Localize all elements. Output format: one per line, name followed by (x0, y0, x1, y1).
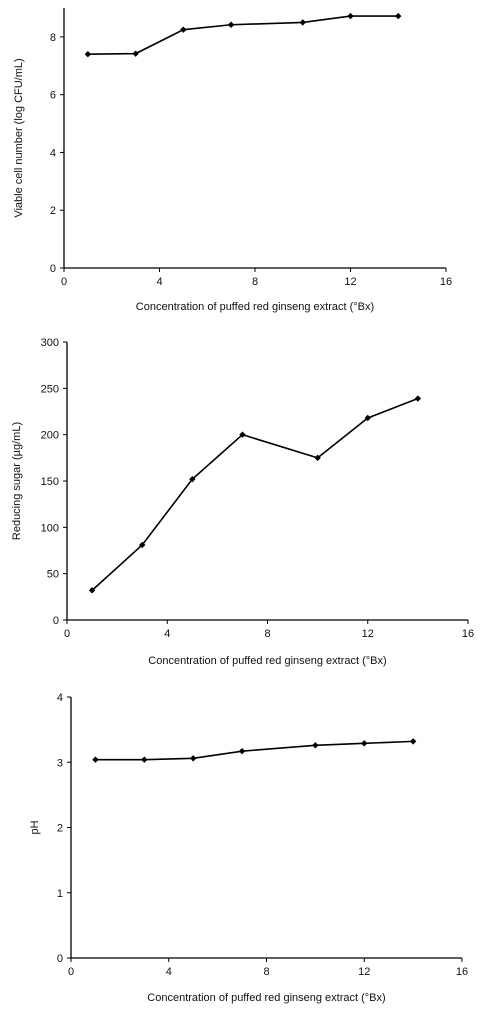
y-tick-label: 2 (50, 205, 56, 217)
y-tick-label: 200 (41, 430, 59, 442)
series-line (91, 397, 419, 591)
y-tick-label: 0 (50, 263, 56, 275)
x-tick-label: 16 (456, 966, 468, 978)
x-axis-title-reducing-sugar: Concentration of puffed red ginseng extr… (148, 655, 386, 667)
data-point (180, 26, 187, 33)
y-tick-label: 0 (57, 953, 63, 965)
y-tick-label: 6 (50, 90, 56, 102)
data-point (314, 454, 321, 462)
plot-area-reducing-sugar (88, 395, 422, 594)
data-point (227, 21, 235, 28)
x-tick-label: 4 (156, 276, 162, 288)
y-axis-title-ph: pH (29, 820, 41, 834)
y-tick-label: 4 (50, 147, 56, 159)
x-tick-label: 12 (362, 628, 374, 640)
series-line (87, 15, 399, 56)
plot-area-ph (92, 738, 417, 763)
plot-area-viable-cell (84, 12, 402, 58)
data-point (299, 19, 306, 26)
data-point (312, 742, 319, 749)
data-point (239, 431, 246, 438)
chart-reducing-sugar: 0 50 100 150 200 250 300 0 4 8 12 16 Concentration… (11, 337, 474, 667)
y-ticks-viable-cell: 0 2 4 6 8 (50, 32, 64, 275)
x-axis-title-ph: Concentration of puffed red ginseng extr… (147, 992, 385, 1004)
x-tick-label: 8 (252, 276, 258, 288)
x-tick-label: 0 (68, 966, 74, 978)
x-ticks-ph: 0 4 8 12 16 (68, 958, 468, 978)
y-tick-label: 8 (50, 32, 56, 44)
data-point (138, 541, 146, 549)
data-point (409, 738, 417, 745)
y-tick-label: 0 (53, 615, 59, 627)
data-point (132, 50, 139, 57)
y-tick-label: 1 (57, 888, 63, 900)
data-point (189, 475, 196, 483)
x-tick-label: 0 (61, 276, 67, 288)
y-ticks-ph: 0 1 2 3 4 (57, 692, 71, 965)
x-tick-label: 8 (264, 628, 270, 640)
x-tick-label: 16 (440, 276, 452, 288)
y-tick-label: 2 (57, 823, 63, 835)
x-tick-label: 4 (166, 966, 172, 978)
x-ticks-viable-cell: 0 4 8 12 16 (61, 268, 452, 288)
data-point (92, 756, 99, 763)
data-point (395, 12, 402, 20)
y-axis-title-viable-cell: Viable cell number (log CFU/mL) (13, 58, 25, 217)
y-ticks-reducing-sugar: 0 50 100 150 200 250 300 (41, 337, 67, 627)
data-point (364, 414, 371, 422)
y-tick-label: 50 (47, 569, 59, 581)
x-tick-label: 0 (64, 628, 70, 640)
x-tick-label: 16 (462, 628, 474, 640)
x-tick-label: 12 (344, 276, 356, 288)
x-tick-label: 4 (164, 628, 170, 640)
y-tick-label: 300 (41, 337, 59, 349)
data-point (414, 395, 422, 402)
data-point (361, 740, 368, 747)
x-ticks-reducing-sugar: 0 4 8 12 16 (64, 620, 474, 640)
y-axis-title-reducing-sugar: Reducing sugar (µg/mL) (11, 422, 23, 540)
data-point (189, 755, 197, 762)
x-tick-label: 8 (263, 966, 269, 978)
y-tick-label: 100 (41, 522, 59, 534)
data-point (347, 12, 354, 20)
y-tick-label: 4 (57, 692, 63, 704)
data-point (88, 587, 96, 594)
x-axis-title-viable-cell: Concentration of puffed red ginseng extr… (136, 301, 374, 313)
y-tick-label: 150 (41, 476, 59, 488)
data-point (141, 756, 148, 763)
x-tick-label: 12 (358, 966, 370, 978)
y-tick-label: 3 (57, 757, 63, 769)
y-tick-label: 250 (41, 383, 59, 395)
data-point (238, 747, 246, 755)
chart-viable-cell: 0 2 4 6 8 0 4 8 12 16 Concentration of puffed re… (13, 8, 452, 313)
data-point (84, 51, 92, 58)
